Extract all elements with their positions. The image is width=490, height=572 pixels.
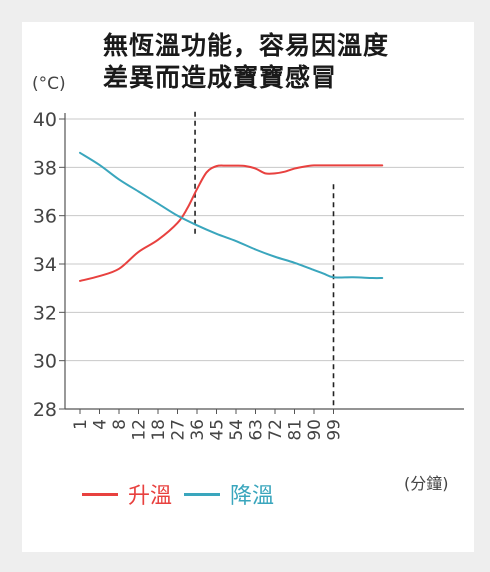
x-tick-label: 90 xyxy=(305,419,325,441)
legend-label-heating: 升溫 xyxy=(128,484,173,509)
x-tick-label: 36 xyxy=(188,419,208,441)
x-tick-label: 27 xyxy=(169,419,189,441)
x-tick-label: 4 xyxy=(91,419,111,430)
chart-title: 無恆溫功能，容易因溫度 差異而造成寶寶感冒 xyxy=(103,30,389,94)
y-tick-label: 28 xyxy=(33,399,57,421)
y-tick-label: 36 xyxy=(33,206,57,228)
series-line-heating xyxy=(79,164,384,282)
x-tick-label: 99 xyxy=(325,419,345,441)
x-tick-label: 45 xyxy=(208,419,228,441)
y-tick-label: 34 xyxy=(33,254,57,276)
x-tick-label: 81 xyxy=(286,419,306,441)
chart-legend: 升溫 降溫 xyxy=(82,478,286,510)
y-tick-label: 30 xyxy=(33,351,57,373)
legend-swatch-heating xyxy=(82,492,118,496)
x-tick-label: 1 xyxy=(71,419,91,430)
y-tick-label: 38 xyxy=(33,157,57,179)
x-tick-label: 12 xyxy=(130,419,150,441)
y-tick-label: 40 xyxy=(33,109,57,131)
x-tick-label: 18 xyxy=(149,419,169,441)
title-line-1: 無恆溫功能，容易因溫度 xyxy=(103,31,390,60)
legend-item-cooling: 降溫 xyxy=(184,478,274,510)
series-line-cooling xyxy=(79,151,384,280)
x-tick-label: 63 xyxy=(247,419,267,441)
legend-swatch-cooling xyxy=(184,492,221,496)
y-axis-unit: (°C) xyxy=(32,74,66,94)
x-tick-label: 72 xyxy=(266,419,286,441)
x-tick-label: 8 xyxy=(110,419,130,430)
legend-item-heating: 升溫 xyxy=(82,478,172,510)
chart-card xyxy=(22,22,474,552)
x-tick-label: 54 xyxy=(227,419,247,441)
title-line-2: 差異而造成寶寶感冒 xyxy=(103,63,338,92)
legend-label-cooling: 降溫 xyxy=(230,484,275,509)
y-tick-label: 32 xyxy=(33,302,57,324)
x-axis-unit: (分鐘) xyxy=(404,474,449,493)
